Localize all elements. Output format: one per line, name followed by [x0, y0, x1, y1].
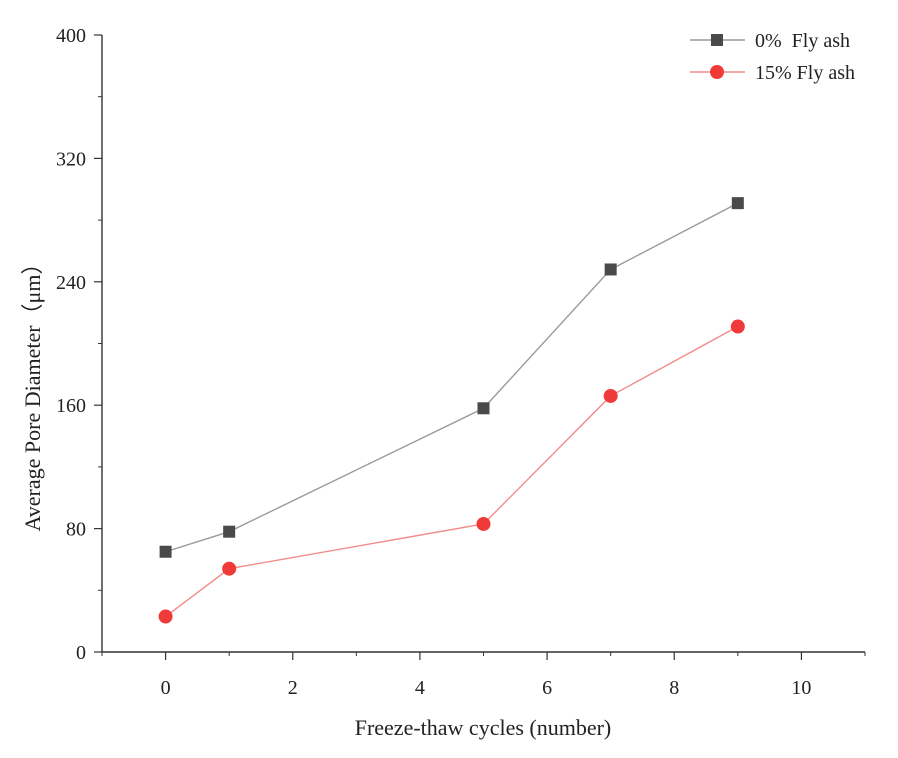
legend-label: 0% Fly ash: [755, 30, 850, 52]
series-fly-ash-0: [159, 197, 744, 558]
data-point: [223, 525, 236, 538]
data-point: [476, 516, 491, 531]
legend-label: 15% Fly ash: [755, 62, 855, 84]
data-point: [158, 609, 173, 624]
x-axis-ticks: 0 2 4 6 8 10: [101, 652, 866, 699]
series-line: [165, 325, 739, 618]
series-line: [165, 202, 739, 553]
x-tick-label: 8: [669, 677, 679, 699]
y-tick-label: 240: [56, 272, 86, 294]
series-layer: [158, 197, 745, 624]
data-point: [604, 263, 617, 276]
data-point: [731, 197, 744, 210]
data-point: [477, 402, 490, 415]
y-tick-label: 320: [56, 148, 86, 170]
legend-item: 0% Fly ash: [690, 30, 850, 52]
y-axis-label: Average Pore Diameter（μm）: [20, 253, 45, 532]
data-point: [603, 388, 618, 403]
y-tick-label: 160: [56, 395, 86, 417]
y-axis-ticks: 0 80 160 240 320 400: [56, 25, 102, 664]
x-tick-label: 6: [542, 677, 552, 699]
x-tick-label: 4: [415, 677, 425, 699]
x-axis-label: Freeze-thaw cycles (number): [355, 715, 612, 740]
y-tick-label: 80: [66, 519, 86, 541]
series-fly-ash-15: [158, 319, 745, 624]
data-point: [159, 545, 172, 558]
y-tick-label: 0: [76, 642, 86, 664]
x-tick-label: 10: [791, 677, 811, 699]
x-tick-label: 2: [288, 677, 298, 699]
axes: [101, 35, 865, 653]
data-point: [730, 319, 745, 334]
legend-item: 15% Fly ash: [690, 62, 855, 84]
legend-marker: [710, 65, 724, 79]
data-point: [222, 561, 237, 576]
legend: 0% Fly ash 15% Fly ash: [690, 30, 855, 84]
y-tick-label: 400: [56, 25, 86, 47]
legend-marker: [711, 34, 723, 46]
x-tick-label: 0: [161, 677, 171, 699]
